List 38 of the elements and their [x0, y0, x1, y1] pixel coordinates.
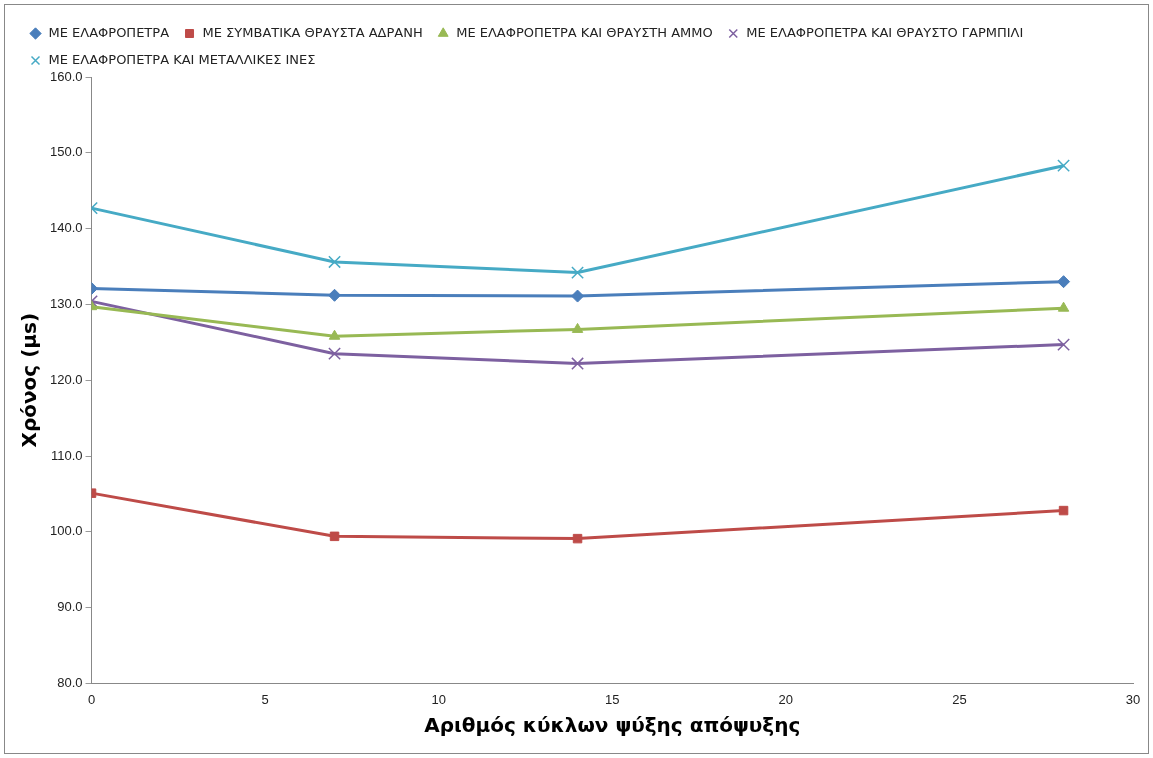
legend-label: ΜΕ ΕΛΑΦΡΟΠΕΤΡΑ ΚΑΙ ΘΡΑΥΣΤΗ ΑΜΜΟ	[456, 24, 713, 40]
legend-label: ΜΕ ΕΛΑΦΡΟΠΕΤΡΑ ΚΑΙ ΘΡΑΥΣΤΟ ΓΑΡΜΠΙΛΙ	[746, 24, 1024, 40]
legend-label: ΜΕ ΕΛΑΦΡΟΠΕΤΡΑ	[48, 24, 170, 40]
x-axis-title: Αριθμός κύκλων ψύξης απόψυξης	[424, 713, 801, 738]
point	[1058, 505, 1069, 516]
y-tick-label: 150.0	[49, 144, 83, 160]
x-tick-label: 25	[952, 691, 967, 707]
y-tick-label: 100.0	[49, 523, 83, 539]
y-tick-label: 140.0	[49, 220, 83, 236]
y-axis-title: Χρόνος (μs)	[17, 312, 42, 448]
x-tick-label: 0	[87, 691, 96, 707]
x-tick-label: 10	[431, 691, 446, 707]
point	[571, 357, 584, 370]
x-tick-label: 15	[605, 691, 620, 707]
point	[1057, 301, 1070, 312]
x-tick-label: 5	[261, 691, 269, 707]
y-tick-label: 90.0	[57, 599, 83, 615]
legend-label: ΜΕ ΕΛΑΦΡΟΠΕΤΡΑ ΚΑΙ ΜΕΤΑΛΛΙΚΕΣ ΙΝΕΣ	[48, 51, 316, 67]
point	[571, 322, 584, 333]
point	[329, 531, 340, 542]
y-tick-label: 110.0	[50, 447, 83, 463]
point	[571, 289, 585, 303]
point	[328, 347, 341, 361]
point	[1057, 338, 1070, 351]
point	[328, 329, 341, 340]
x-tick-label: 30	[1125, 691, 1141, 707]
point	[572, 533, 583, 544]
point	[1057, 159, 1070, 173]
point	[328, 288, 342, 302]
y-tick-label: 80.0	[57, 674, 83, 690]
y-tick-label: 160.0	[49, 68, 83, 84]
y-tick-label: 120.0	[49, 371, 83, 387]
x-tick-label: 20	[778, 691, 794, 707]
point	[571, 266, 584, 279]
point	[1057, 275, 1071, 289]
y-tick-label: 130.0	[49, 295, 83, 311]
legend-label: ΜΕ ΣΥΜΒΑΤΙΚΑ ΘΡΑΥΣΤΑ ΑΔΡΑΝΗ	[202, 24, 423, 40]
point	[328, 255, 341, 269]
